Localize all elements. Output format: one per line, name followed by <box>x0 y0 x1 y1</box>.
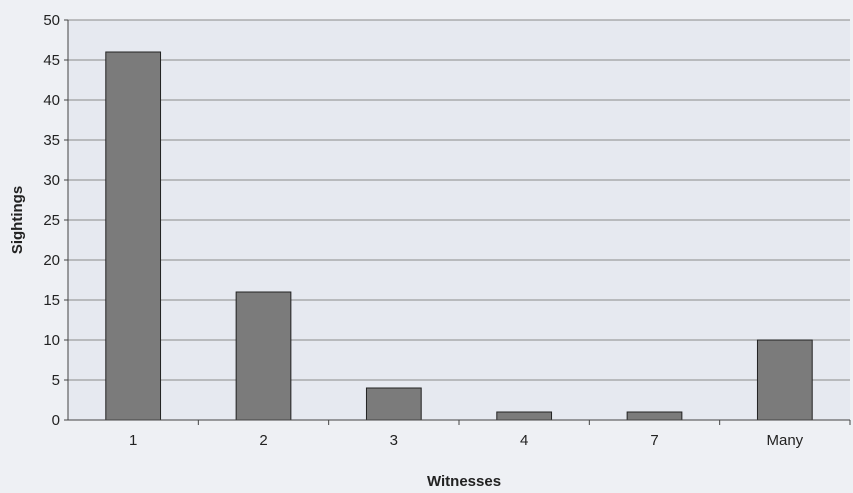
y-tick-label: 15 <box>43 292 60 309</box>
y-tick-label: 40 <box>43 92 60 109</box>
x-tick-label: 7 <box>650 432 658 449</box>
y-tick-label: 0 <box>52 412 60 429</box>
y-gridlines <box>64 19 850 421</box>
y-tick-label: 45 <box>43 52 60 69</box>
bar-4 <box>496 411 553 421</box>
y-axis-title: Sightings <box>9 186 26 254</box>
x-tick-label: 1 <box>129 432 137 449</box>
y-tick-label: 35 <box>43 132 60 149</box>
x-tick-label: Many <box>766 432 803 449</box>
x-tick-label: 2 <box>259 432 267 449</box>
x-axis-title: Witnesses <box>427 473 501 490</box>
x-tick-label: 3 <box>390 432 398 449</box>
bar-2 <box>235 291 292 421</box>
y-tick-label: 10 <box>43 332 60 349</box>
bar-3 <box>365 387 422 421</box>
bar-1 <box>105 51 162 421</box>
y-tick-label: 50 <box>43 12 60 29</box>
bar-7 <box>626 411 683 421</box>
x-tick-labels: 1 2 3 4 7 Many <box>129 420 851 449</box>
x-tick-label: 4 <box>520 432 528 449</box>
y-tick-label: 5 <box>52 372 60 389</box>
y-tick-label: 25 <box>43 212 60 229</box>
bar-many <box>756 339 813 421</box>
y-tick-label: 20 <box>43 252 60 269</box>
y-tick-label: 30 <box>43 172 60 189</box>
y-tick-labels: 0 5 10 15 20 25 30 35 40 45 50 <box>43 12 60 429</box>
